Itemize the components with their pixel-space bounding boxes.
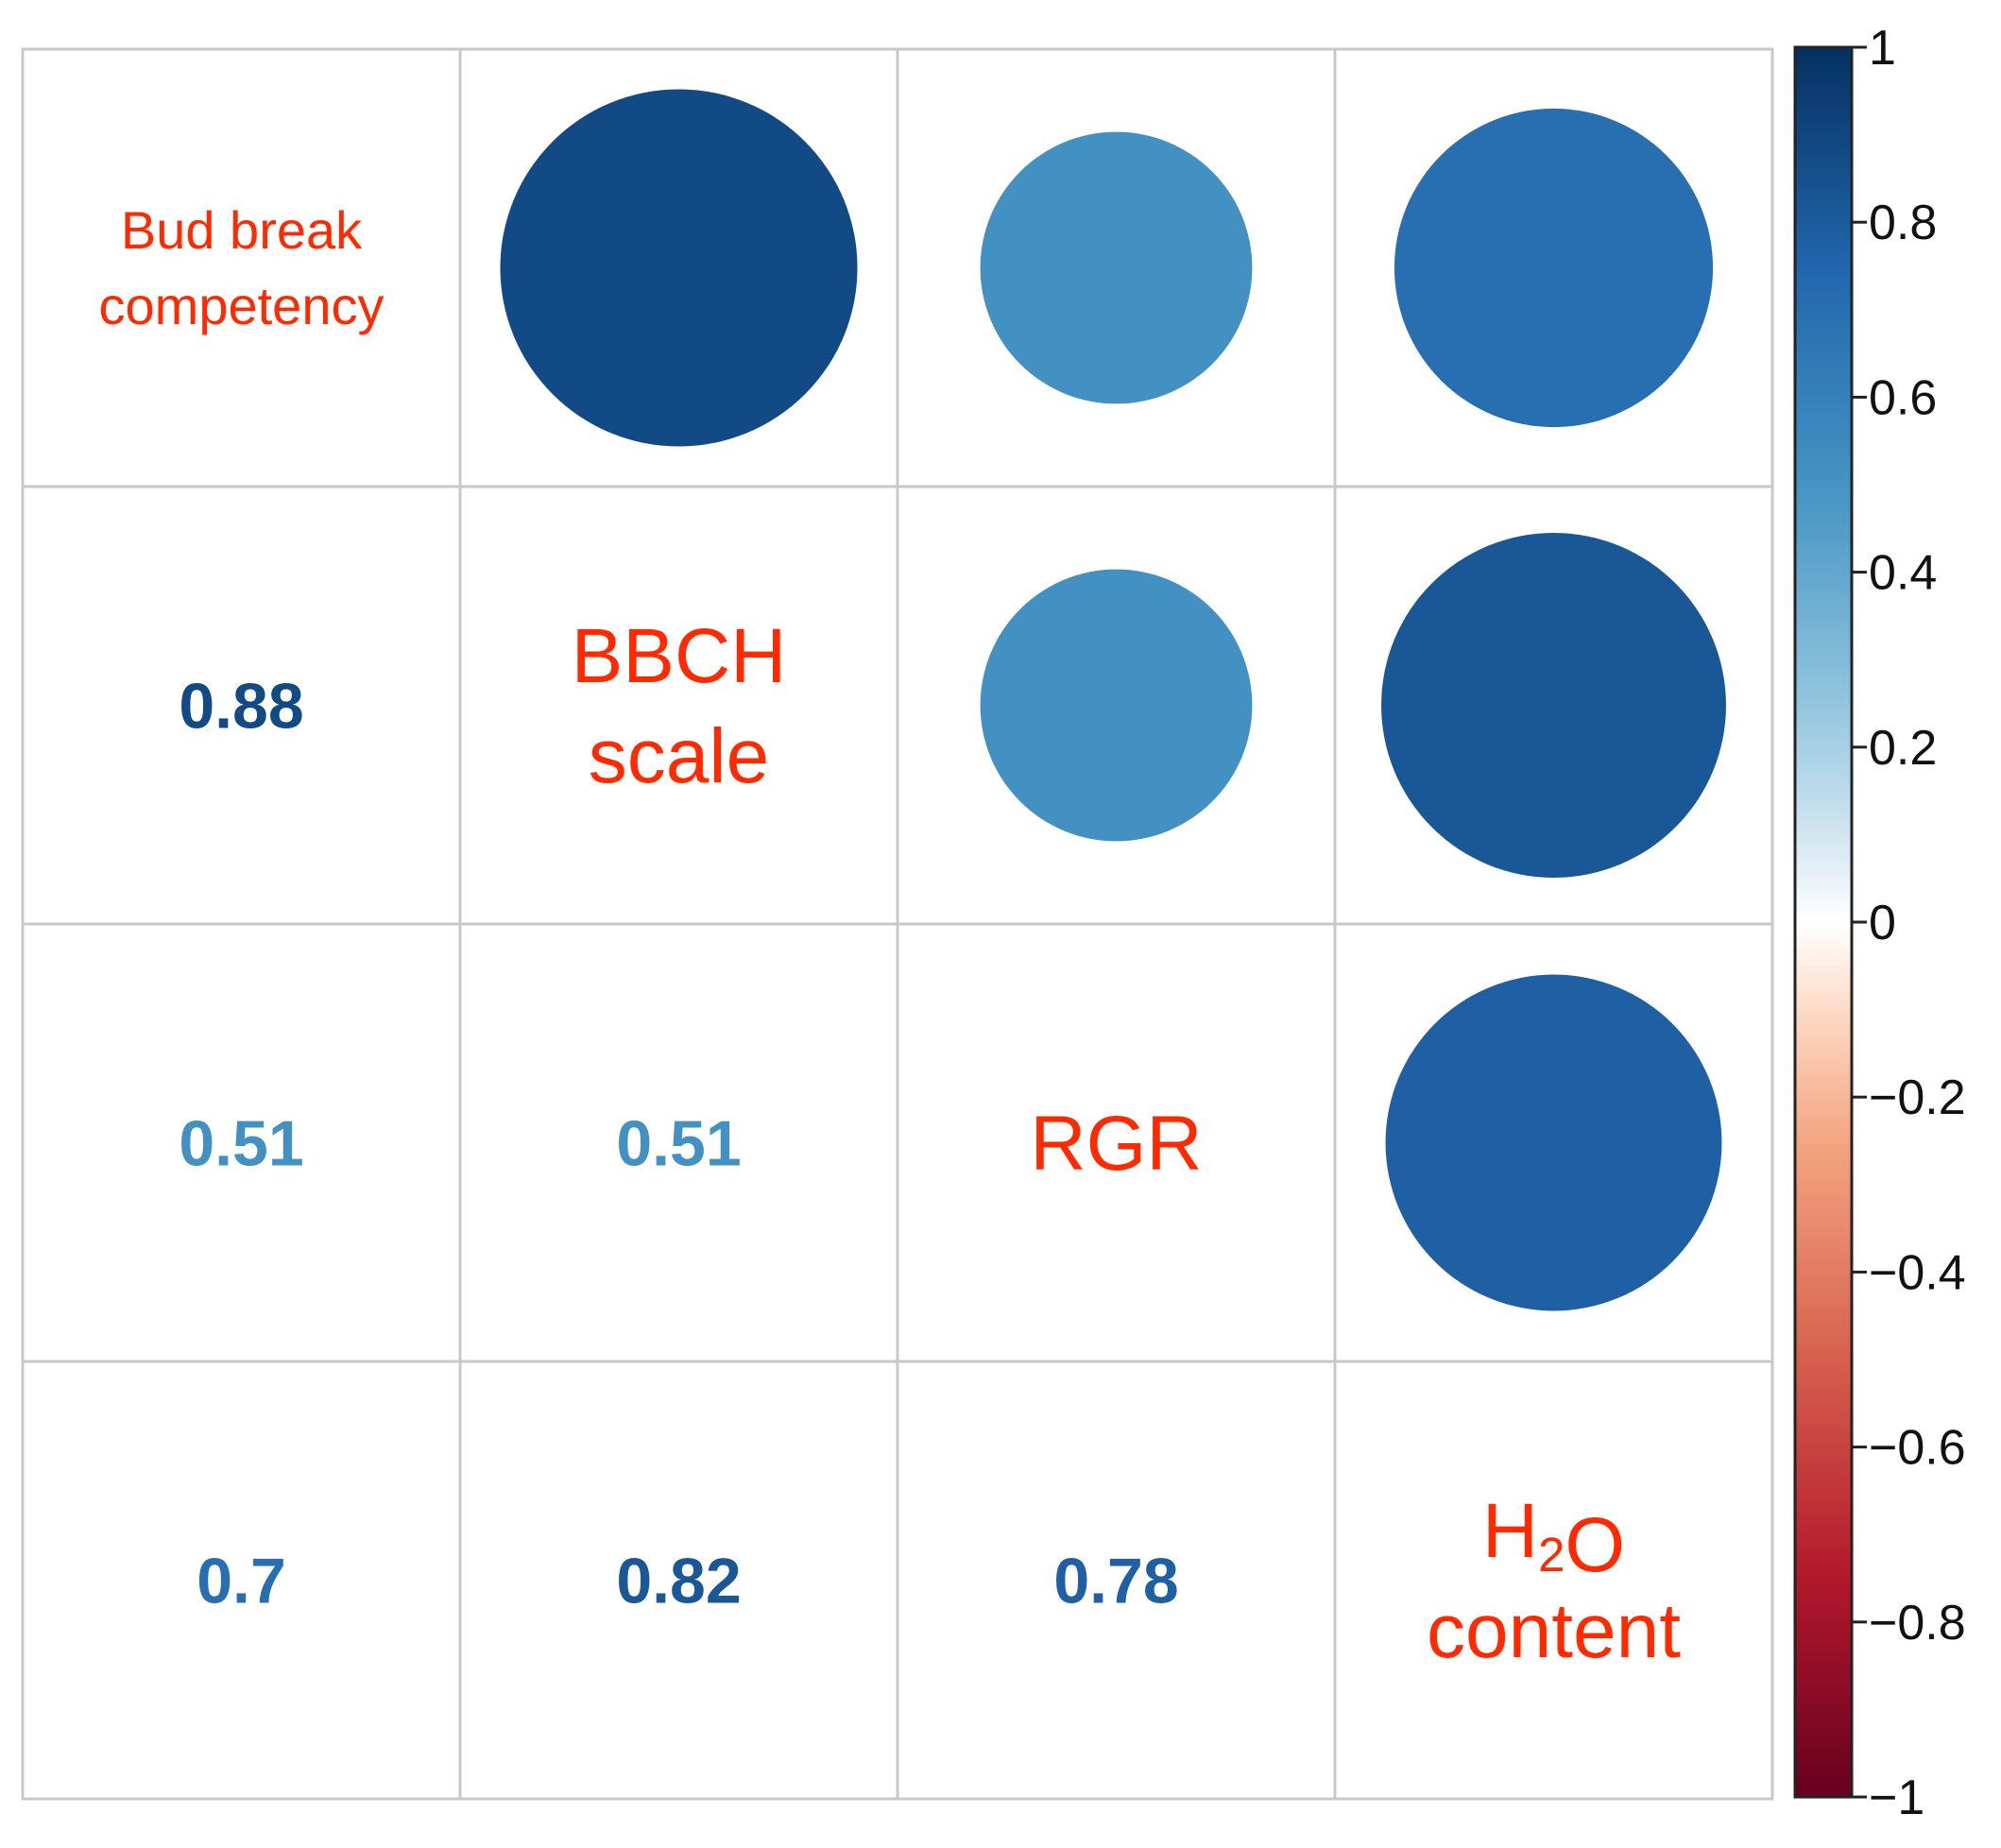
colorbar-tick-label: −0.2 bbox=[1869, 1070, 1966, 1125]
colorbar-tick-label: 0.6 bbox=[1869, 370, 1937, 425]
correlation-circle bbox=[980, 131, 1253, 404]
matrix-cell bbox=[896, 1360, 1337, 1801]
matrix-cell bbox=[1333, 1360, 1774, 1801]
correlation-value: 0.78 bbox=[1053, 1546, 1178, 1617]
colorbar-gradient bbox=[1793, 45, 1854, 1799]
correlation-value: 0.82 bbox=[616, 1546, 741, 1617]
correlation-circle bbox=[1381, 533, 1726, 878]
colorbar-tick-label: 0 bbox=[1869, 896, 1896, 950]
matrix-cell bbox=[458, 1360, 899, 1801]
correlation-value: 0.88 bbox=[179, 671, 303, 743]
variable-label: H2O content bbox=[1427, 1488, 1681, 1674]
correlation-value: 0.51 bbox=[616, 1108, 741, 1180]
colorbar-tick-label: 1 bbox=[1869, 21, 1896, 76]
correlation-value: 0.7 bbox=[197, 1546, 286, 1617]
matrix-cell bbox=[21, 47, 462, 488]
colorbar-tick-label: 0.4 bbox=[1869, 546, 1937, 601]
colorbar-tick-label: −0.6 bbox=[1869, 1421, 1966, 1476]
colorbar: 1 0.8 0.6 0.4 0.2 0 −0.2 −0.4 −0.6 −0.8 −1 bbox=[1793, 21, 1966, 1825]
correlation-matrix: Bud break competency 0.88 BBCH scale 0.51 0.51… bbox=[21, 47, 1774, 1801]
correlation-circle bbox=[500, 89, 858, 447]
variable-label: RGR bbox=[1030, 1101, 1202, 1187]
colorbar-tick-label: −0.4 bbox=[1869, 1245, 1966, 1300]
correlation-circle bbox=[1394, 108, 1714, 428]
matrix-cell bbox=[458, 485, 899, 926]
variable-label: BBCH scale bbox=[572, 613, 787, 799]
colorbar-tick-label: 0.8 bbox=[1869, 196, 1937, 250]
colorbar-tick-label: −1 bbox=[1869, 1771, 1924, 1825]
variable-label: Bud break competency bbox=[99, 200, 385, 335]
colorbar-tick-label: 0.2 bbox=[1869, 721, 1937, 776]
matrix-cell bbox=[21, 485, 462, 926]
correlation-circle bbox=[980, 569, 1253, 842]
matrix-cell bbox=[458, 922, 899, 1363]
colorbar-tick-label: −0.8 bbox=[1869, 1596, 1966, 1651]
correlation-circle bbox=[1385, 974, 1722, 1311]
correlation-value: 0.51 bbox=[179, 1108, 303, 1180]
matrix-cell bbox=[21, 922, 462, 1363]
